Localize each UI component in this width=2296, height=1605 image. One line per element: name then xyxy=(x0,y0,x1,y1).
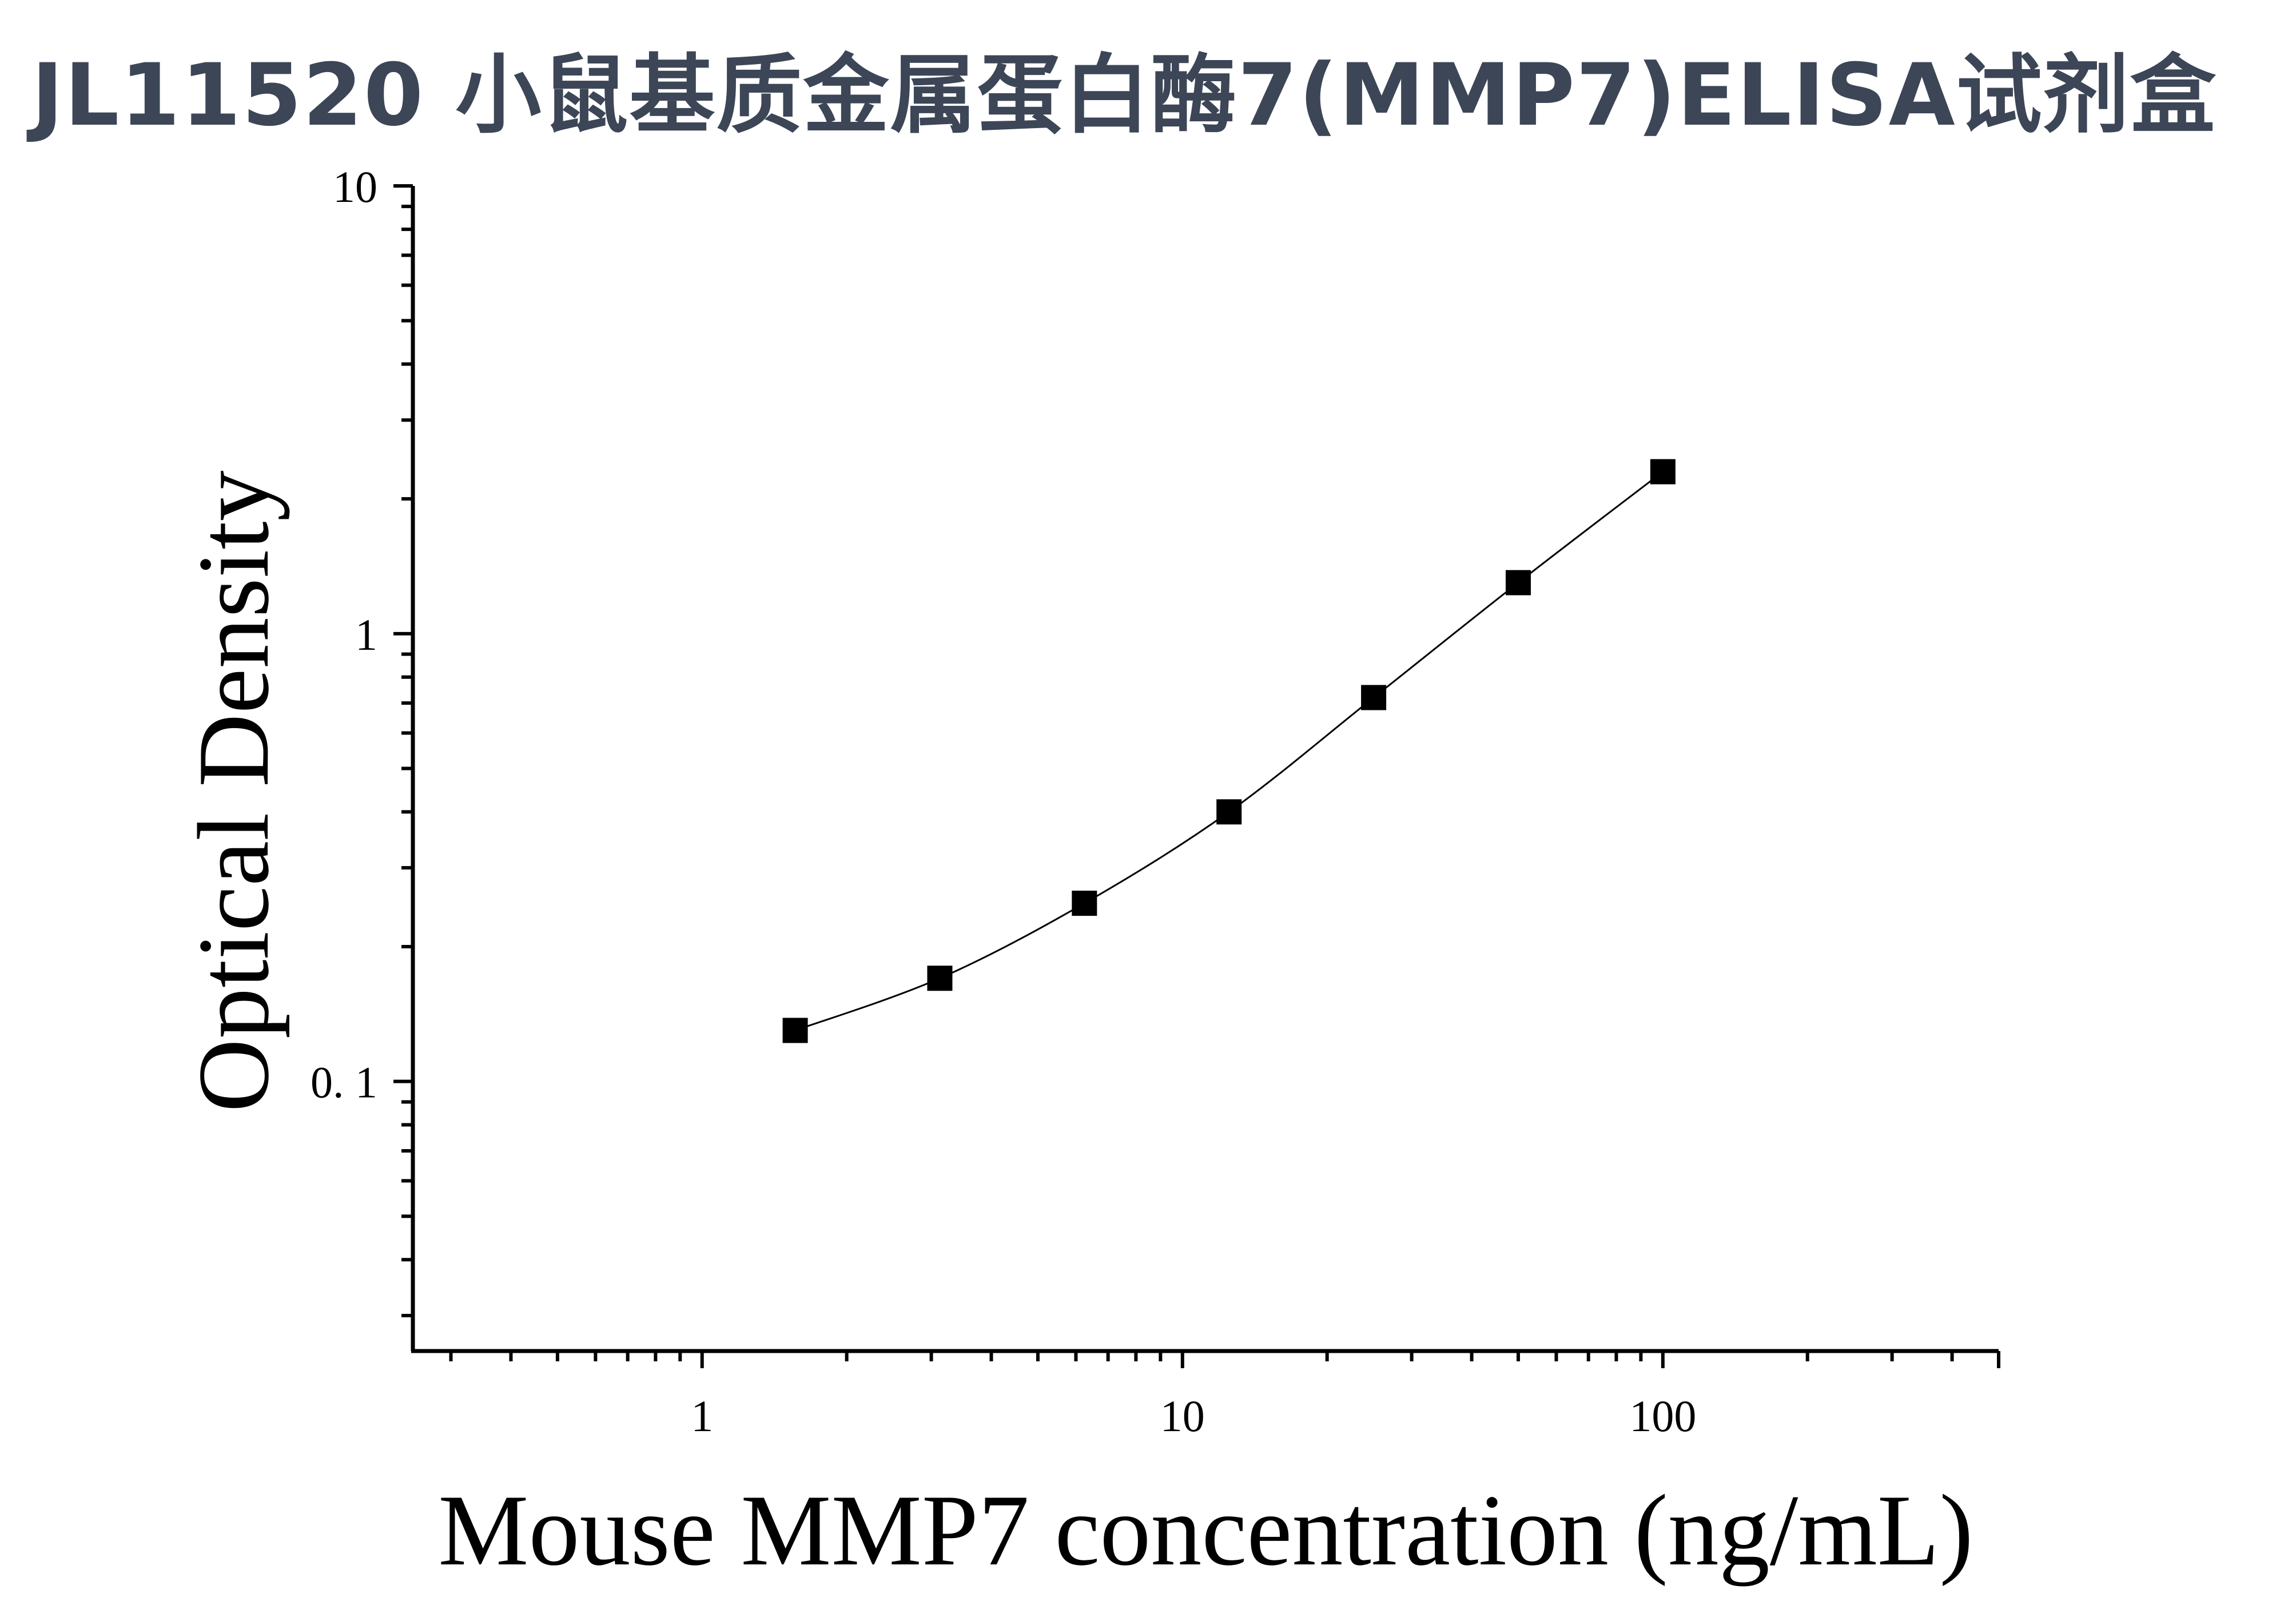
ticks: 1 10 100 0. 1 1 10 xyxy=(311,162,2000,1441)
data-point xyxy=(1361,685,1387,710)
x-tick-label: 10 xyxy=(1160,1391,1205,1441)
axes xyxy=(411,186,1999,1353)
y-axis-label: Optical Density xyxy=(177,470,290,1112)
y-tick-label: 1 xyxy=(355,610,377,660)
data-point xyxy=(927,966,953,991)
data-point xyxy=(1216,799,1242,825)
y-tick-label: 0. 1 xyxy=(311,1058,377,1107)
x-axis-label: Mouse MMP7 concentration (ng/mL) xyxy=(438,1473,1973,1587)
page-title: JL11520 小鼠基质金属蛋白酶7(MMP7)ELISA试剂盒 xyxy=(31,46,2217,145)
x-tick-label: 100 xyxy=(1629,1391,1696,1441)
fit-curve-group xyxy=(795,471,1664,1031)
data-point xyxy=(1505,570,1531,595)
fit-curve xyxy=(795,471,1664,1031)
data-point xyxy=(782,1018,808,1043)
y-tick-label: 10 xyxy=(333,162,377,212)
x-tick-label: 1 xyxy=(691,1391,713,1441)
data-points xyxy=(782,459,1676,1043)
data-point xyxy=(1650,459,1676,484)
data-point xyxy=(1072,891,1097,916)
